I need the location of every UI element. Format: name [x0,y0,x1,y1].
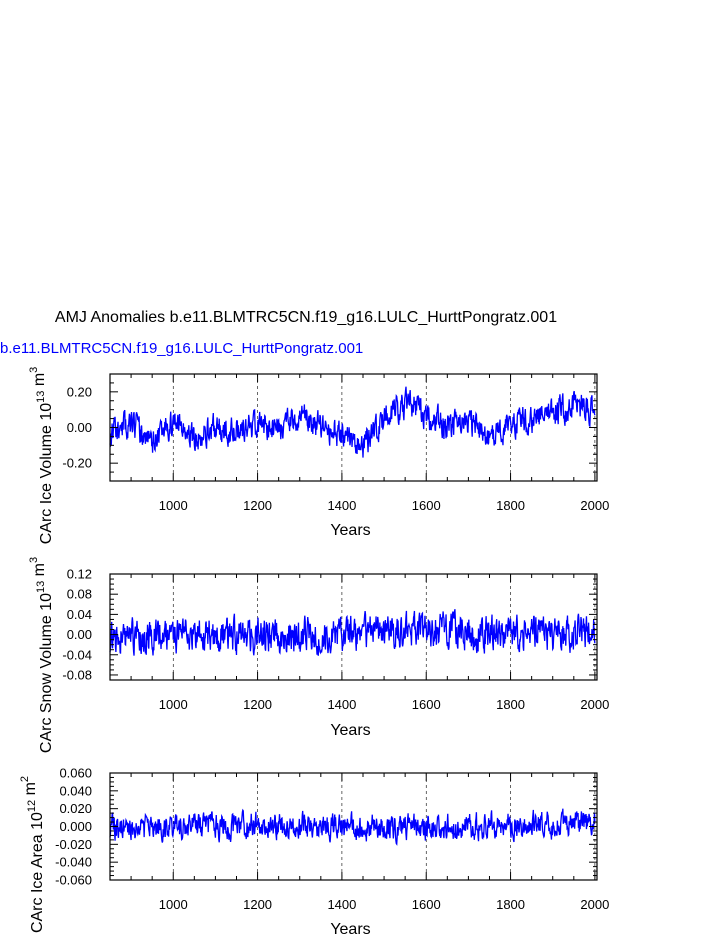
x-tick-label: 1600 [412,498,441,513]
x-tick-label: 1000 [159,498,188,513]
y-tick-label: 0.04 [67,607,92,622]
panel-snow-volume: 1000 1200 1400 1600 1800 2000 -0.08 -0.04 0.00 0.… [28,557,609,753]
x-tick-label: 2000 [580,498,609,513]
y-tick-label: 0.00 [67,420,92,435]
y-tick-label: -0.040 [55,855,92,870]
y-axis-label: CArc Snow Volume 1013 m3 [28,557,55,753]
x-axis-label: Years [330,522,370,539]
x-tick-label: 1800 [496,498,525,513]
legend-label: b.e11.BLMTRC5CN.f19_g16.LULC_HurttPongra… [0,340,363,357]
panel-ice-volume: 1000 1200 1400 1600 1800 2000 -0.20 0.00 0.20 Yea… [28,367,609,545]
x-tick-label: 1000 [159,697,188,712]
panel-ice-area: 1000 1200 1400 1600 1800 2000 -0.060 -0.040 -0.0… [19,766,609,935]
x-tick-label: 2000 [580,897,609,912]
y-tick-label: 0.000 [59,819,92,834]
figure-title: AMJ Anomalies b.e11.BLMTRC5CN.f19_g16.LU… [55,309,557,326]
x-tick-label: 1400 [327,498,356,513]
x-tick-label: 1400 [327,897,356,912]
x-tick-label: 1800 [496,897,525,912]
series-line-ice-volume [109,386,596,458]
plot-frame [109,573,598,681]
y-tick-label: -0.04 [62,647,92,662]
x-axis-label: Years [330,921,370,935]
y-tick-label: -0.020 [55,837,92,852]
x-tick-label: 1400 [327,697,356,712]
series-line-snow-volume [109,609,596,656]
y-tick-label: 0.060 [59,766,92,781]
y-tick-label: 0.20 [67,384,92,399]
y-tick-label: 0.020 [59,801,92,816]
y-tick-label: 0.00 [67,627,92,642]
y-tick-label: -0.060 [55,873,92,888]
y-tick-label: 0.12 [67,567,92,582]
x-tick-label: 1200 [243,897,272,912]
x-tick-label: 1200 [243,697,272,712]
y-tick-label: -0.20 [62,456,92,471]
panels: 1000 1200 1400 1600 1800 2000 -0.20 0.00 0.20 Yea… [19,367,609,935]
x-tick-label: 1000 [159,897,188,912]
y-axis-label: CArc Ice Volume 1013 m3 [28,367,55,545]
series-line-ice-area [109,808,596,846]
y-tick-label: 0.08 [67,587,92,602]
x-tick-label: 2000 [580,697,609,712]
x-tick-label: 1800 [496,697,525,712]
x-axis-label: Years [330,722,370,739]
x-tick-label: 1200 [243,498,272,513]
y-tick-label: -0.08 [62,667,92,682]
y-axis-label: CArc Ice Area 1012 m2 [19,776,46,933]
x-tick-label: 1600 [412,897,441,912]
y-tick-label: 0.040 [59,783,92,798]
x-tick-label: 1600 [412,697,441,712]
